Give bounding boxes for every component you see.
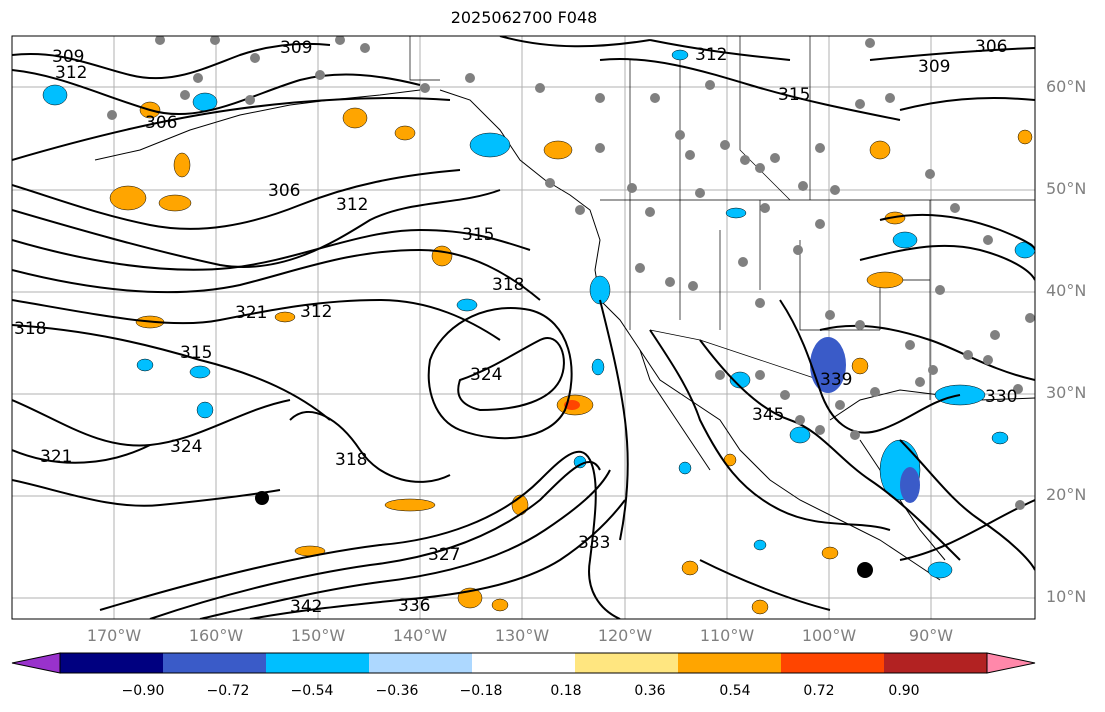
map-title: 2025062700 F048 <box>450 8 598 27</box>
colorbar-bin <box>60 653 164 673</box>
colorbar-bin <box>369 653 473 673</box>
lat-label: 60°N <box>1046 77 1087 96</box>
colorbar-extension-low <box>11 652 61 674</box>
lon-label: 100°W <box>801 626 857 645</box>
colorbar-tick-label: −0.54 <box>290 683 334 699</box>
contour-label: 309 <box>280 38 312 58</box>
contour-label: 345 <box>752 405 784 425</box>
contour-label: 312 <box>300 302 332 322</box>
colorbar-tick-label: −0.18 <box>459 683 503 699</box>
contour-label: 318 <box>14 319 46 339</box>
contour-label: 321 <box>40 447 72 467</box>
lat-label: 50°N <box>1046 179 1087 198</box>
contour-label: 318 <box>492 275 524 295</box>
contour-label: 315 <box>180 343 212 363</box>
contour-label: 330 <box>985 387 1017 407</box>
lat-label: 10°N <box>1046 587 1087 606</box>
colorbar-bin <box>678 653 782 673</box>
colorbar-bin <box>266 653 370 673</box>
lon-label: 110°W <box>699 626 755 645</box>
lat-label: 20°N <box>1046 485 1087 504</box>
colorbar-bin <box>884 653 988 673</box>
lon-label: 130°W <box>494 626 550 645</box>
colorbar-tick-label: 0.18 <box>550 683 582 699</box>
contour-label: 333 <box>578 533 610 553</box>
lon-label: 120°W <box>597 626 653 645</box>
contour-label: 309 <box>918 57 950 77</box>
contour-label: 312 <box>695 45 727 65</box>
lon-label: 150°W <box>290 626 346 645</box>
map-frame <box>11 35 1036 620</box>
colorbar <box>11 652 1036 674</box>
political-borders <box>409 36 1035 400</box>
colorbar-bin <box>163 653 267 673</box>
colorbar-extension-high <box>986 652 1036 674</box>
strong-negative-shading <box>810 337 920 503</box>
contour-label: 312 <box>55 63 87 83</box>
colorbar-tick-label: 0.36 <box>634 683 666 699</box>
contour-label: 321 <box>235 303 267 323</box>
storm-marker-west <box>255 491 269 505</box>
colorbar-tick-label: −0.36 <box>375 683 419 699</box>
contour-label: 318 <box>335 450 367 470</box>
colorbar-frame <box>59 652 988 674</box>
contour-label: 306 <box>268 181 300 201</box>
contour-label: 312 <box>336 195 368 215</box>
colorbar-bin <box>781 653 885 673</box>
colorbar-tick-label: −0.72 <box>206 683 250 699</box>
lon-label: 170°W <box>86 626 142 645</box>
colorbar-bin <box>472 653 576 673</box>
contour-lines <box>12 36 1035 619</box>
contour-label: 315 <box>462 225 494 245</box>
lat-label: 40°N <box>1046 281 1087 300</box>
station-dots <box>107 36 1035 510</box>
colorbar-tick-label: 0.72 <box>803 683 835 699</box>
contour-label: 306 <box>975 37 1007 57</box>
lat-label: 30°N <box>1046 383 1087 402</box>
contour-label: 306 <box>145 113 177 133</box>
colorbar-tick-label: −0.90 <box>121 683 165 699</box>
contour-label: 324 <box>170 437 202 457</box>
graticule <box>12 36 1035 619</box>
contour-label: 342 <box>290 597 322 617</box>
contour-labels: 309 312 306 309 312 315 306 309 306 312 … <box>14 37 1017 617</box>
contour-label: 324 <box>470 365 502 385</box>
colorbar-bin <box>575 653 679 673</box>
storm-marker-east <box>857 562 873 578</box>
colorbar-tick-label: 0.90 <box>888 683 920 699</box>
contour-label: 327 <box>428 545 460 565</box>
colorbar-tick-label: 0.54 <box>719 683 751 699</box>
contour-label: 315 <box>778 85 810 105</box>
contour-label: 309 <box>52 47 84 67</box>
lon-label: 160°W <box>188 626 244 645</box>
lon-label: 90°W <box>908 626 954 645</box>
lon-label: 140°W <box>392 626 448 645</box>
contour-label: 339 <box>820 370 852 390</box>
contour-label: 336 <box>398 596 430 616</box>
